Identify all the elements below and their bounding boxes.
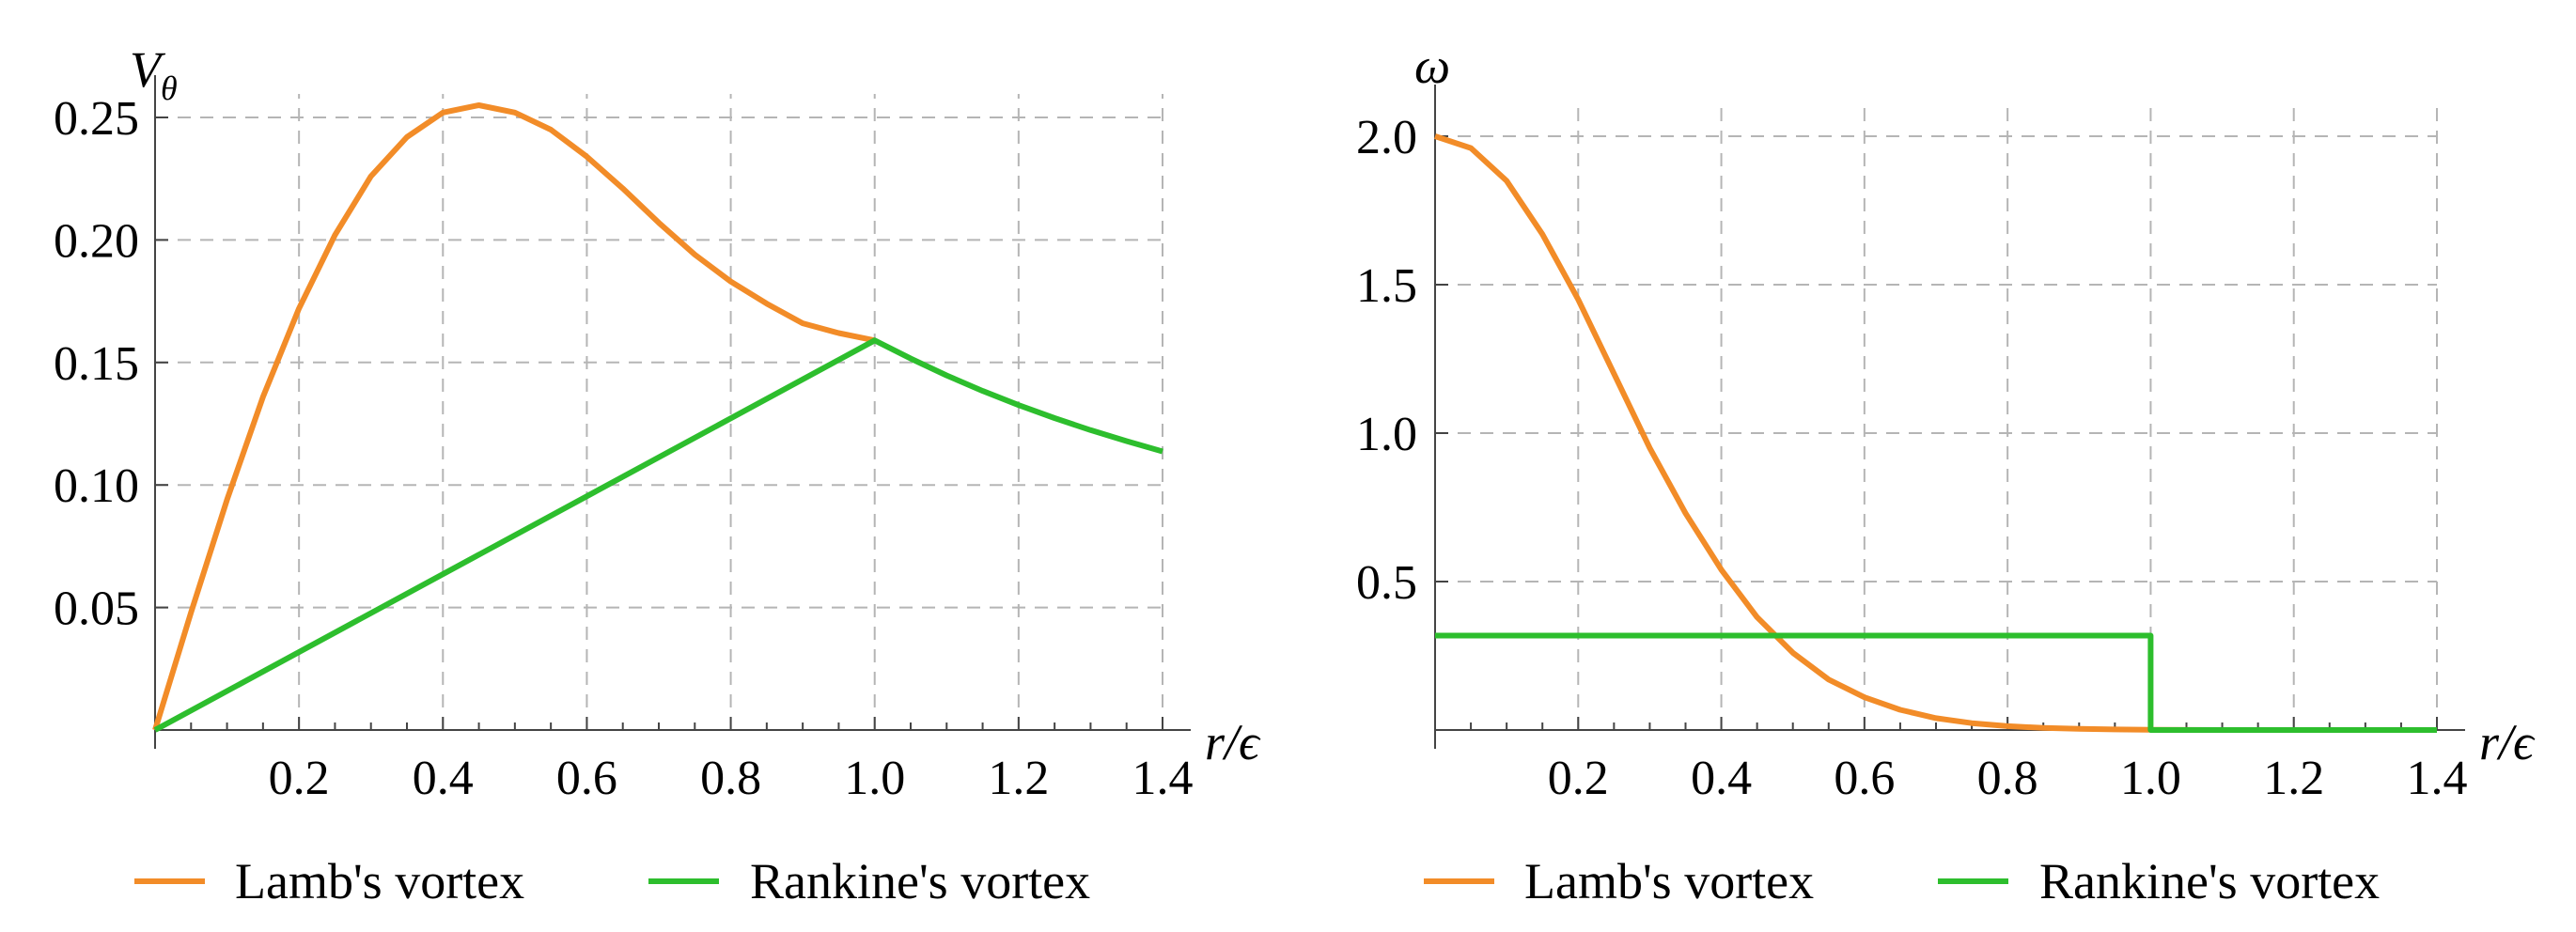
- vorticity-chart: 0.2 0.4 0.6 0.8 1.0 1.2 1.40.51.01.52.0 ω r/ϵ …: [1356, 38, 2536, 909]
- y-tick-label: 0.20: [54, 214, 139, 268]
- x-tick-label: 0.8: [1977, 752, 2038, 805]
- y-axis-label: Vθ: [130, 41, 178, 107]
- series-lines: [152, 102, 1163, 733]
- x-axis-label: r/ϵ: [1205, 714, 1261, 770]
- x-tick-label: 0.6: [1834, 752, 1895, 805]
- x-tick-label: 1.4: [1132, 752, 1194, 805]
- legend-label-lamb: Lamb's vortex: [235, 853, 524, 909]
- legend-label-lamb: Lamb's vortex: [1524, 853, 1814, 909]
- y-tick-label: 0.10: [54, 459, 139, 513]
- y-tick-label: 0.5: [1356, 556, 1417, 610]
- y-axis-label: ω: [1414, 38, 1450, 94]
- grid-lines: [1435, 103, 2438, 730]
- x-tick-label: 0.4: [413, 752, 474, 805]
- x-tick-label: 0.6: [556, 752, 617, 805]
- series-line-rankine: [153, 337, 1163, 733]
- y-tick-label: 1.5: [1356, 259, 1417, 313]
- x-tick-label: 0.2: [1548, 752, 1609, 805]
- y-tick-label: 2.0: [1356, 111, 1417, 164]
- x-axis-label: r/ϵ: [2479, 714, 2536, 770]
- y-tick-label: 0.25: [54, 92, 139, 146]
- series-line-rankine: [1435, 632, 2437, 733]
- y-tick-label: 1.0: [1356, 408, 1417, 461]
- vorticity-chart-panel: 0.2 0.4 0.6 0.8 1.0 1.2 1.4 0.5 1.0 1.5 2.0 ω r/ϵ …: [1288, 0, 2576, 927]
- legend-label-rankine: Rankine's vortex: [750, 853, 1090, 909]
- x-tick-label: 1.4: [2407, 752, 2468, 805]
- y-tick-label: 0.05: [54, 582, 139, 636]
- y-tick-label: 0.15: [54, 337, 139, 391]
- axes: [1434, 85, 2465, 749]
- x-tick-label: 1.0: [844, 752, 905, 805]
- tick-labels: 0.2 0.4 0.6 0.8 1.0 1.2 1.4 0.5 1.0 1.5 2.0: [1356, 111, 2468, 805]
- axes: [154, 75, 1191, 749]
- legend-label-rankine: Rankine's vortex: [2039, 853, 2380, 909]
- x-tick-label: 0.8: [700, 752, 761, 805]
- x-tick-label: 1.2: [2263, 752, 2324, 805]
- legend: Lamb's vortex Rankine's vortex: [1424, 853, 2380, 909]
- series-line-lamb: [152, 102, 876, 731]
- x-tick-label: 0.4: [1691, 752, 1752, 805]
- tick-labels: 0.2 0.4 0.6 0.8 1.0 1.2 1.4 0.05 0.10 0.15 0.20 0.2…: [54, 92, 1194, 805]
- series-lines: [1434, 133, 2437, 733]
- x-tick-label: 0.2: [269, 752, 330, 805]
- x-tick-label: 1.0: [2120, 752, 2181, 805]
- x-tick-label: 1.2: [988, 752, 1049, 805]
- velocity-chart: 0.2 0.4 0.6 0.8 1.0 1.2 1.4 0.05 0.10 0.15 0.20 0.2…: [54, 41, 1261, 909]
- grid-lines: [155, 94, 1163, 730]
- legend: Lamb's vortex Rankine's vortex: [134, 853, 1090, 909]
- velocity-chart-panel: 0.2 0.4 0.6 0.8 1.0 1.2 1.4 0.05 0.10 0.15 0.20 0.2…: [0, 0, 1288, 927]
